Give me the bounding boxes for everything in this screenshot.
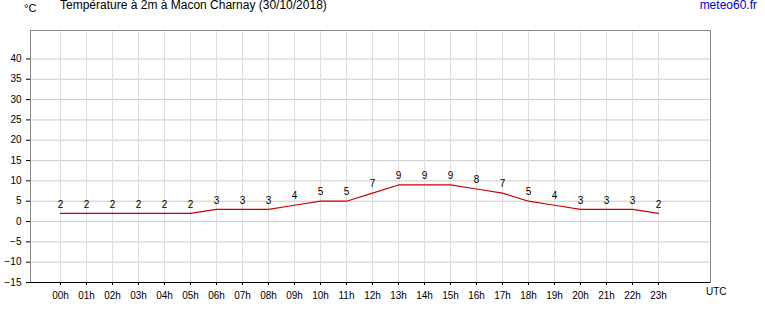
svg-text:3: 3 (578, 195, 584, 206)
svg-text:01h: 01h (78, 290, 95, 301)
svg-text:30: 30 (10, 94, 22, 105)
svg-text:00h: 00h (52, 290, 69, 301)
svg-text:16h: 16h (468, 290, 485, 301)
svg-text:05h: 05h (182, 290, 199, 301)
svg-text:8: 8 (474, 174, 480, 185)
svg-text:11h: 11h (339, 290, 355, 301)
svg-text:2: 2 (162, 199, 168, 210)
svg-text:−10: −10 (5, 256, 22, 267)
svg-text:3: 3 (630, 195, 636, 206)
svg-text:2: 2 (188, 199, 194, 210)
svg-text:18h: 18h (520, 290, 537, 301)
svg-text:13h: 13h (390, 290, 407, 301)
svg-text:40: 40 (10, 53, 22, 64)
svg-text:17h: 17h (494, 290, 511, 301)
svg-text:5: 5 (318, 186, 324, 197)
svg-text:5: 5 (344, 186, 350, 197)
svg-text:04h: 04h (156, 290, 173, 301)
svg-text:5: 5 (526, 186, 532, 197)
html-text:°C: °C (24, 2, 37, 14)
svg-text:3: 3 (604, 195, 610, 206)
svg-text:10h: 10h (312, 290, 329, 301)
svg-text:02h: 02h (104, 290, 121, 301)
svg-text:20: 20 (10, 134, 22, 145)
svg-text:−5: −5 (10, 236, 22, 247)
svg-text:15h: 15h (442, 290, 459, 301)
html-text:UTC: UTC (706, 286, 727, 297)
svg-text:35: 35 (10, 73, 22, 84)
svg-text:9: 9 (422, 170, 428, 181)
svg-text:7: 7 (370, 178, 376, 189)
svg-text:2: 2 (58, 199, 64, 210)
svg-text:9: 9 (396, 170, 402, 181)
svg-text:12h: 12h (364, 290, 381, 301)
svg-text:07h: 07h (234, 290, 251, 301)
svg-text:10: 10 (10, 175, 22, 186)
svg-text:20h: 20h (572, 290, 589, 301)
svg-text:25: 25 (10, 114, 22, 125)
svg-text:21h: 21h (598, 290, 615, 301)
svg-text:09h: 09h (286, 290, 303, 301)
svg-text:19h: 19h (546, 290, 563, 301)
svg-text:23h: 23h (650, 290, 667, 301)
svg-text:2: 2 (656, 199, 662, 210)
svg-text:03h: 03h (130, 290, 147, 301)
svg-text:3: 3 (266, 195, 272, 206)
svg-text:14h: 14h (416, 290, 433, 301)
svg-text:2: 2 (110, 199, 116, 210)
svg-text:4: 4 (292, 190, 298, 201)
svg-text:3: 3 (240, 195, 246, 206)
svg-text:5: 5 (16, 195, 22, 206)
svg-text:0: 0 (16, 216, 22, 227)
svg-text:15: 15 (10, 155, 22, 166)
svg-text:08h: 08h (260, 290, 277, 301)
svg-text:9: 9 (448, 170, 454, 181)
svg-text:7: 7 (500, 178, 506, 189)
svg-text:2: 2 (84, 199, 90, 210)
svg-text:22h: 22h (624, 290, 641, 301)
svg-text:−15: −15 (5, 277, 22, 288)
svg-text:2: 2 (136, 199, 142, 210)
svg-text:4: 4 (552, 190, 558, 201)
svg-text:06h: 06h (208, 290, 225, 301)
svg-text:3: 3 (214, 195, 220, 206)
